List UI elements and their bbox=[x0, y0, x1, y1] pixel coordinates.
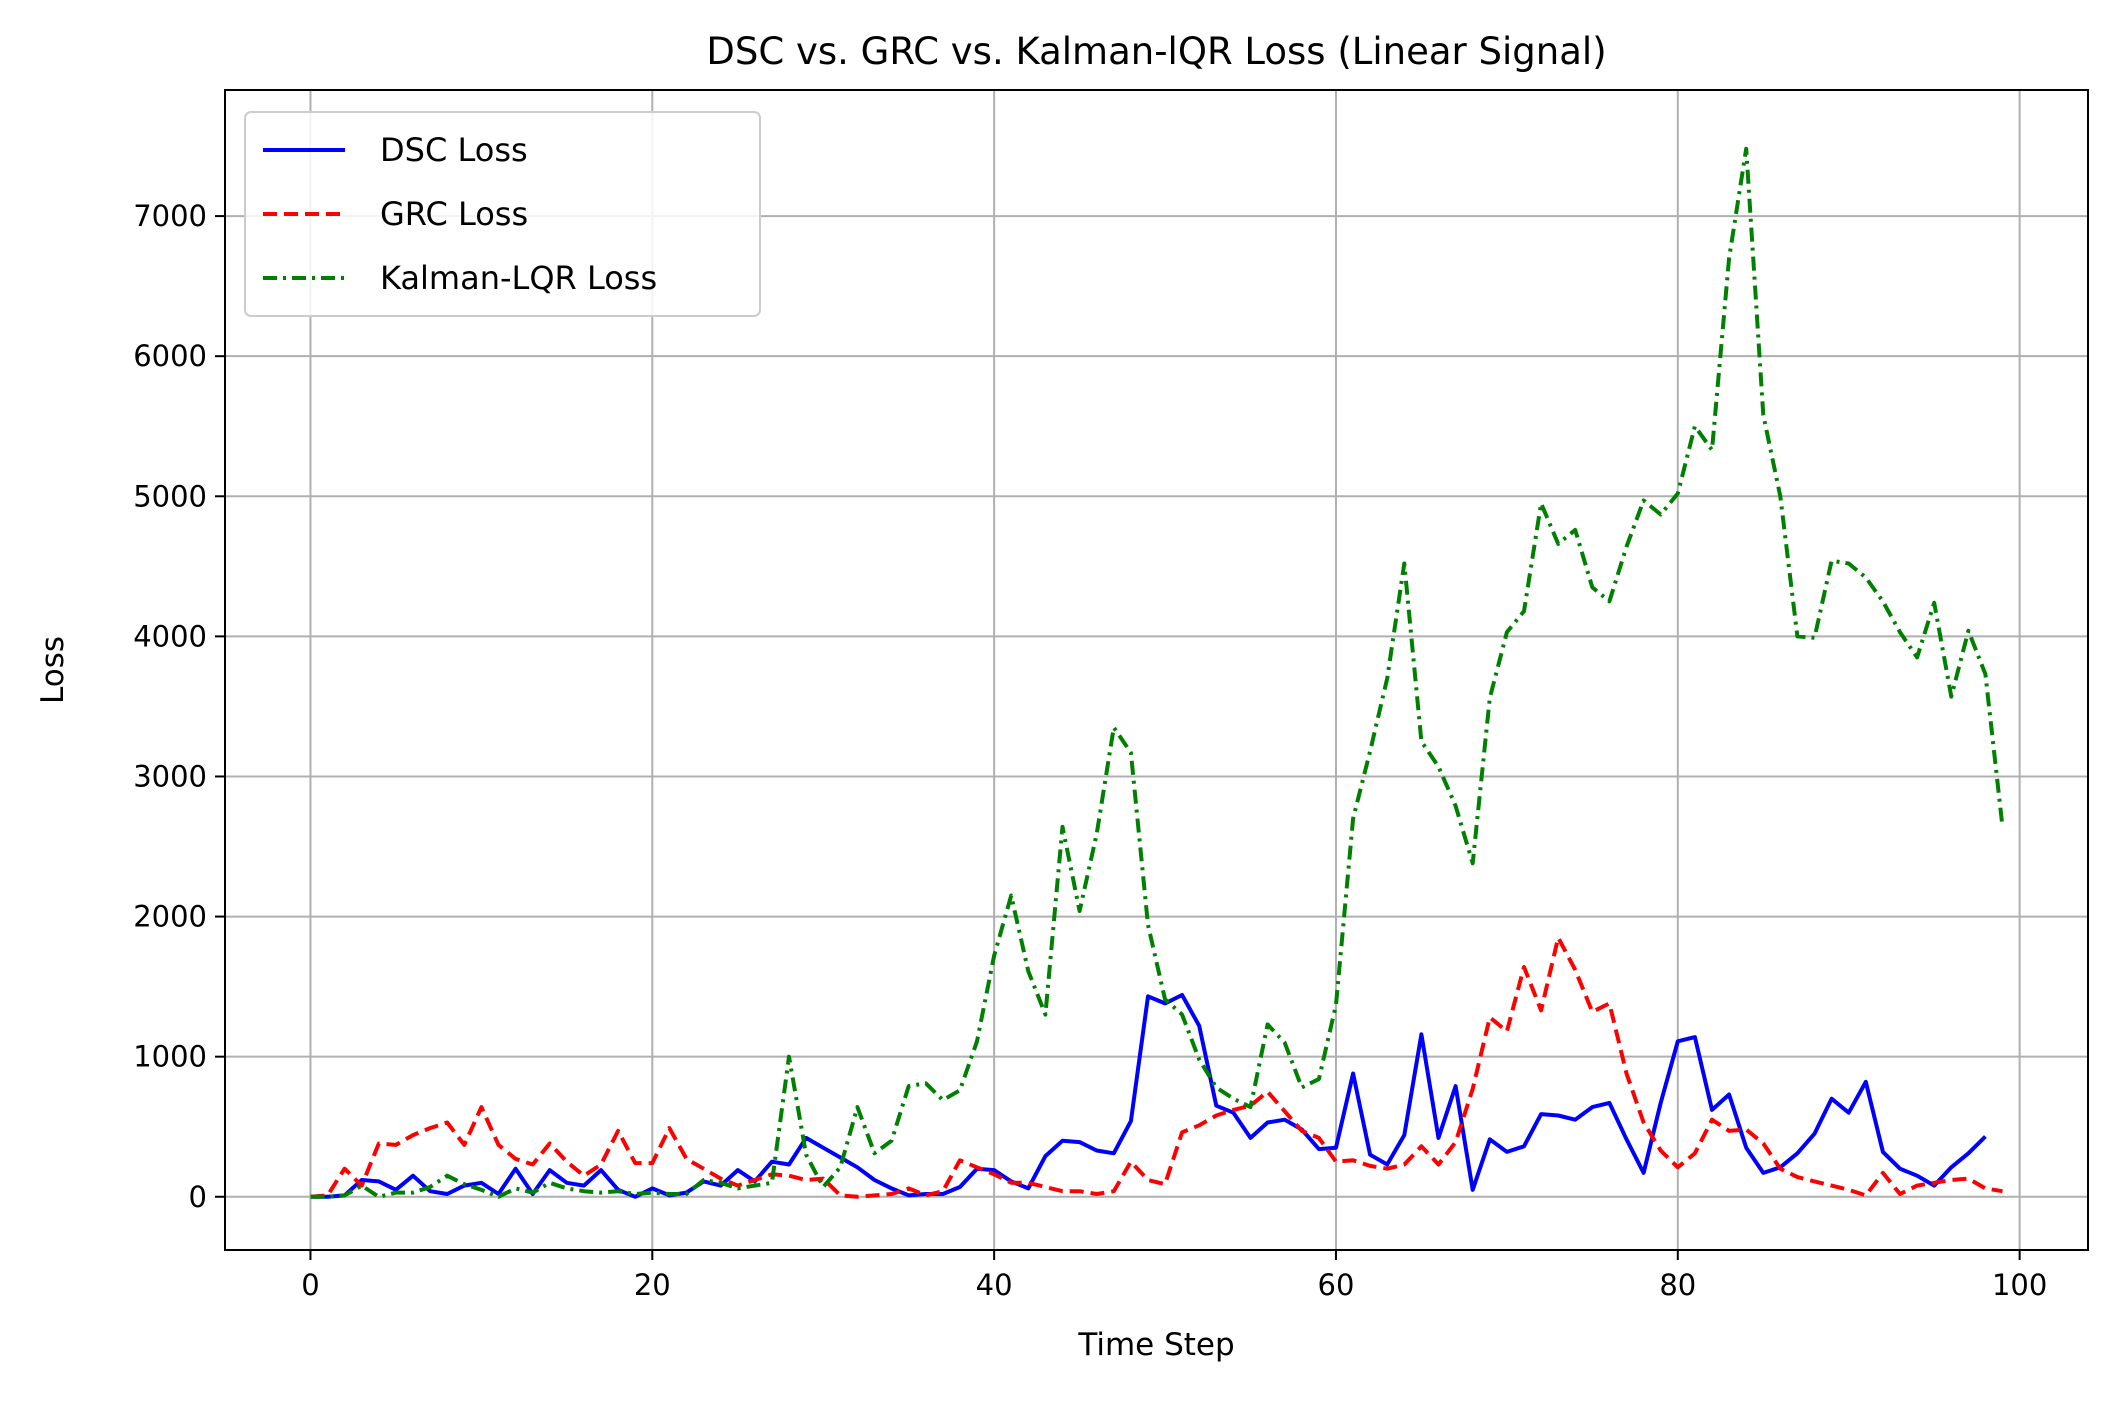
legend-box bbox=[244, 111, 761, 317]
chart-title: DSC vs. GRC vs. Kalman-lQR Loss (Linear … bbox=[706, 30, 1606, 73]
x-tick-label: 40 bbox=[976, 1268, 1013, 1302]
y-tick-label: 3000 bbox=[133, 759, 207, 793]
series-layer bbox=[310, 146, 2005, 1199]
y-tick-label: 7000 bbox=[133, 199, 207, 233]
y-tick-label: 5000 bbox=[133, 479, 207, 513]
legend-label: GRC Loss bbox=[380, 195, 528, 233]
y-tick-label: 1000 bbox=[133, 1040, 207, 1074]
y-tick-label: 6000 bbox=[133, 339, 207, 373]
legend-label: DSC Loss bbox=[380, 131, 528, 169]
plot-frame bbox=[224, 89, 2089, 1251]
x-tick-label: 0 bbox=[301, 1268, 319, 1302]
grid bbox=[225, 90, 2088, 1250]
legend-label: Kalman-LQR Loss bbox=[380, 259, 657, 297]
x-tick-label: 80 bbox=[1659, 1268, 1696, 1302]
x-tick-label: 20 bbox=[634, 1268, 671, 1302]
legend: DSC Loss GRC Loss Kalman-LQR Loss bbox=[244, 111, 761, 317]
ticks: 0 20 40 60 80 1000100020003000400050006000700… bbox=[133, 199, 2047, 1302]
series-line-2 bbox=[310, 935, 2003, 1199]
y-axis-label: Loss bbox=[35, 636, 71, 704]
x-tick-label: 100 bbox=[1992, 1268, 2047, 1302]
series-line-3 bbox=[310, 146, 2005, 1199]
series-line-1 bbox=[310, 993, 1987, 1199]
y-tick-label: 0 bbox=[189, 1180, 207, 1214]
x-tick-label: 60 bbox=[1318, 1268, 1355, 1302]
y-tick-label: 2000 bbox=[133, 900, 207, 934]
y-tick-label: 4000 bbox=[133, 619, 207, 653]
x-axis-label: Time Step bbox=[1077, 1327, 1234, 1363]
